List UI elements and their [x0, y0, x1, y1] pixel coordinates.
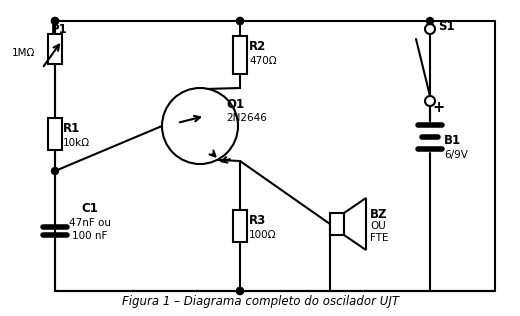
Text: BZ: BZ: [370, 208, 387, 221]
Text: Q1: Q1: [226, 98, 244, 111]
Circle shape: [425, 96, 435, 106]
Text: FTE: FTE: [370, 233, 388, 243]
Circle shape: [237, 17, 243, 25]
Circle shape: [237, 17, 243, 25]
Circle shape: [51, 17, 58, 25]
Text: Figura 1 – Diagrama completo do oscilador UJT: Figura 1 – Diagrama completo do oscilado…: [122, 295, 398, 308]
Text: 1MΩ: 1MΩ: [11, 47, 35, 58]
Bar: [330, 213, 344, 235]
Circle shape: [51, 17, 58, 25]
Text: 100 nF: 100 nF: [72, 231, 108, 241]
Circle shape: [162, 88, 238, 164]
Text: 470Ω: 470Ω: [249, 56, 277, 65]
Text: +: +: [433, 100, 445, 115]
Text: S1: S1: [438, 20, 454, 33]
Bar: [233, 210, 247, 242]
Text: R2: R2: [249, 40, 266, 53]
Text: R1: R1: [63, 122, 80, 135]
Text: OU: OU: [370, 221, 386, 231]
Text: 10kΩ: 10kΩ: [63, 137, 90, 148]
Circle shape: [237, 288, 243, 295]
Circle shape: [237, 288, 243, 295]
Bar: [233, 35, 247, 74]
Text: 47nF ou: 47nF ou: [69, 218, 111, 228]
Text: 100Ω: 100Ω: [249, 230, 277, 240]
Text: 6/9V: 6/9V: [444, 150, 468, 160]
Circle shape: [425, 24, 435, 34]
Polygon shape: [344, 198, 366, 250]
Text: R3: R3: [249, 215, 266, 228]
Text: B1: B1: [444, 135, 461, 148]
Circle shape: [426, 17, 434, 25]
Circle shape: [51, 167, 58, 174]
Text: 2N2646: 2N2646: [226, 113, 267, 123]
Bar: [48, 33, 62, 64]
Text: C1: C1: [82, 203, 98, 216]
Bar: [48, 118, 62, 149]
Text: P1: P1: [51, 23, 68, 36]
